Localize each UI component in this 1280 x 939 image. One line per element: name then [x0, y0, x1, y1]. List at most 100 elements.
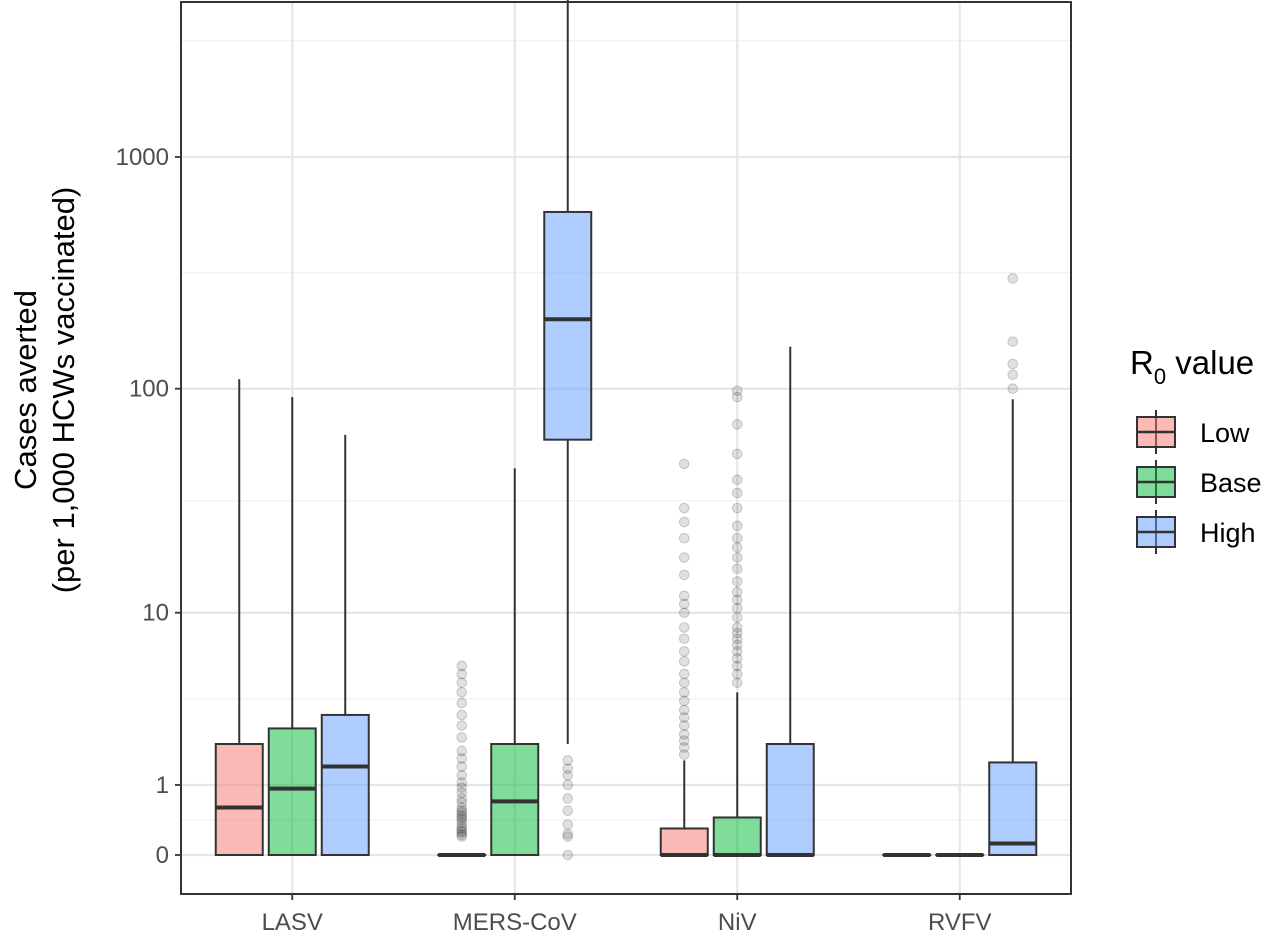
outlier-point [731, 668, 743, 680]
outlier-point [678, 729, 690, 740]
outlier-point [731, 586, 743, 598]
outlier-point [731, 622, 743, 633]
outlier-point [562, 805, 574, 817]
outlier-point [456, 817, 468, 828]
outlier-point [678, 735, 690, 746]
outlier-point [678, 749, 690, 760]
outlier-point [456, 831, 468, 842]
outlier-point [678, 695, 690, 707]
outlier-point [456, 820, 468, 832]
outlier-point [731, 448, 743, 460]
outlier-point [1007, 273, 1019, 284]
legend-label-high: High [1200, 518, 1256, 548]
outlier-point [456, 812, 468, 823]
outlier-point [456, 787, 468, 799]
outlier-point [456, 807, 468, 818]
outlier-point [562, 793, 574, 804]
x-tick-label: NiV [718, 909, 757, 936]
outlier-point [562, 831, 574, 842]
outlier-point [1007, 358, 1019, 370]
outlier-point [456, 793, 468, 804]
outlier-point [456, 732, 468, 743]
outlier-point [456, 761, 468, 772]
outlier-point [456, 660, 468, 672]
outlier-point [731, 502, 743, 514]
outlier-point [678, 656, 690, 667]
box-body [267, 727, 317, 857]
outlier-point [731, 660, 743, 672]
y-tick-label: 10 [142, 600, 169, 627]
outlier-point [456, 777, 468, 788]
outlier-point [678, 607, 690, 619]
outlier-point [456, 753, 468, 764]
y-axis-title-line1: Cases averted [8, 290, 43, 490]
outlier-point [456, 709, 468, 721]
outlier-point [731, 646, 743, 657]
outlier-point [456, 825, 468, 837]
outlier-point [456, 823, 468, 834]
outlier-point [562, 849, 574, 861]
outlier-point [731, 419, 743, 430]
outlier-point [456, 668, 468, 680]
outlier-point [678, 458, 690, 470]
y-tick-label: 0 [156, 842, 169, 869]
box-body [712, 816, 762, 856]
outlier-point [678, 712, 690, 723]
outlier-point [562, 770, 574, 781]
outlier-point [678, 677, 690, 689]
outlier-point [731, 532, 743, 544]
outlier-point [1007, 336, 1019, 347]
outlier-point [678, 704, 690, 716]
outlier-point [731, 627, 743, 639]
outlier-point [678, 646, 690, 657]
outlier-point [731, 602, 743, 614]
legend-label-base: Base [1200, 468, 1262, 498]
outlier-point [731, 520, 743, 532]
legend: R0 value Low Base High [1130, 344, 1262, 554]
outlier-point [678, 742, 690, 753]
y-tick-label: 100 [129, 376, 169, 403]
outlier-point [1007, 383, 1019, 395]
outlier-point [678, 622, 690, 633]
outlier-point [456, 805, 468, 817]
outlier-point [456, 782, 468, 793]
outlier-point [678, 532, 690, 544]
outlier-point [678, 516, 690, 528]
outlier-point [456, 745, 468, 757]
x-tick-label: RVFV [928, 909, 992, 936]
legend-label-low: Low [1200, 418, 1250, 448]
outlier-point [731, 639, 743, 651]
legend-title-rest: value [1166, 344, 1254, 381]
outlier-point [731, 677, 743, 689]
outlier-point [731, 487, 743, 499]
plot-panel-border [180, 1, 1072, 895]
outlier-point [456, 687, 468, 698]
legend-title: R0 value [1130, 344, 1254, 389]
box-body [320, 713, 370, 856]
outlier-point [456, 697, 468, 709]
outlier-point [678, 590, 690, 602]
outlier-point [731, 542, 743, 553]
outlier-point [456, 829, 468, 841]
outlier-point [678, 633, 690, 645]
outlier-point [456, 802, 468, 813]
outlier-point [456, 677, 468, 689]
outlier-point [731, 474, 743, 486]
outlier-point [456, 720, 468, 731]
outlier-point [731, 391, 743, 403]
y-axis-title-line2: (per 1,000 HCWs vaccinated) [46, 187, 81, 594]
outlier-point [562, 828, 574, 840]
outlier-point [731, 385, 743, 397]
box-body [659, 827, 709, 857]
y-tick-label: 1000 [116, 144, 169, 171]
outlier-point [678, 502, 690, 514]
outlier-point [678, 668, 690, 680]
box-body [765, 743, 815, 857]
x-tick-label: LASV [262, 909, 323, 936]
outlier-point [731, 576, 743, 587]
outlier-point [456, 810, 468, 821]
outlier-point [678, 598, 690, 610]
outlier-point [1007, 369, 1019, 381]
outlier-point [678, 687, 690, 698]
